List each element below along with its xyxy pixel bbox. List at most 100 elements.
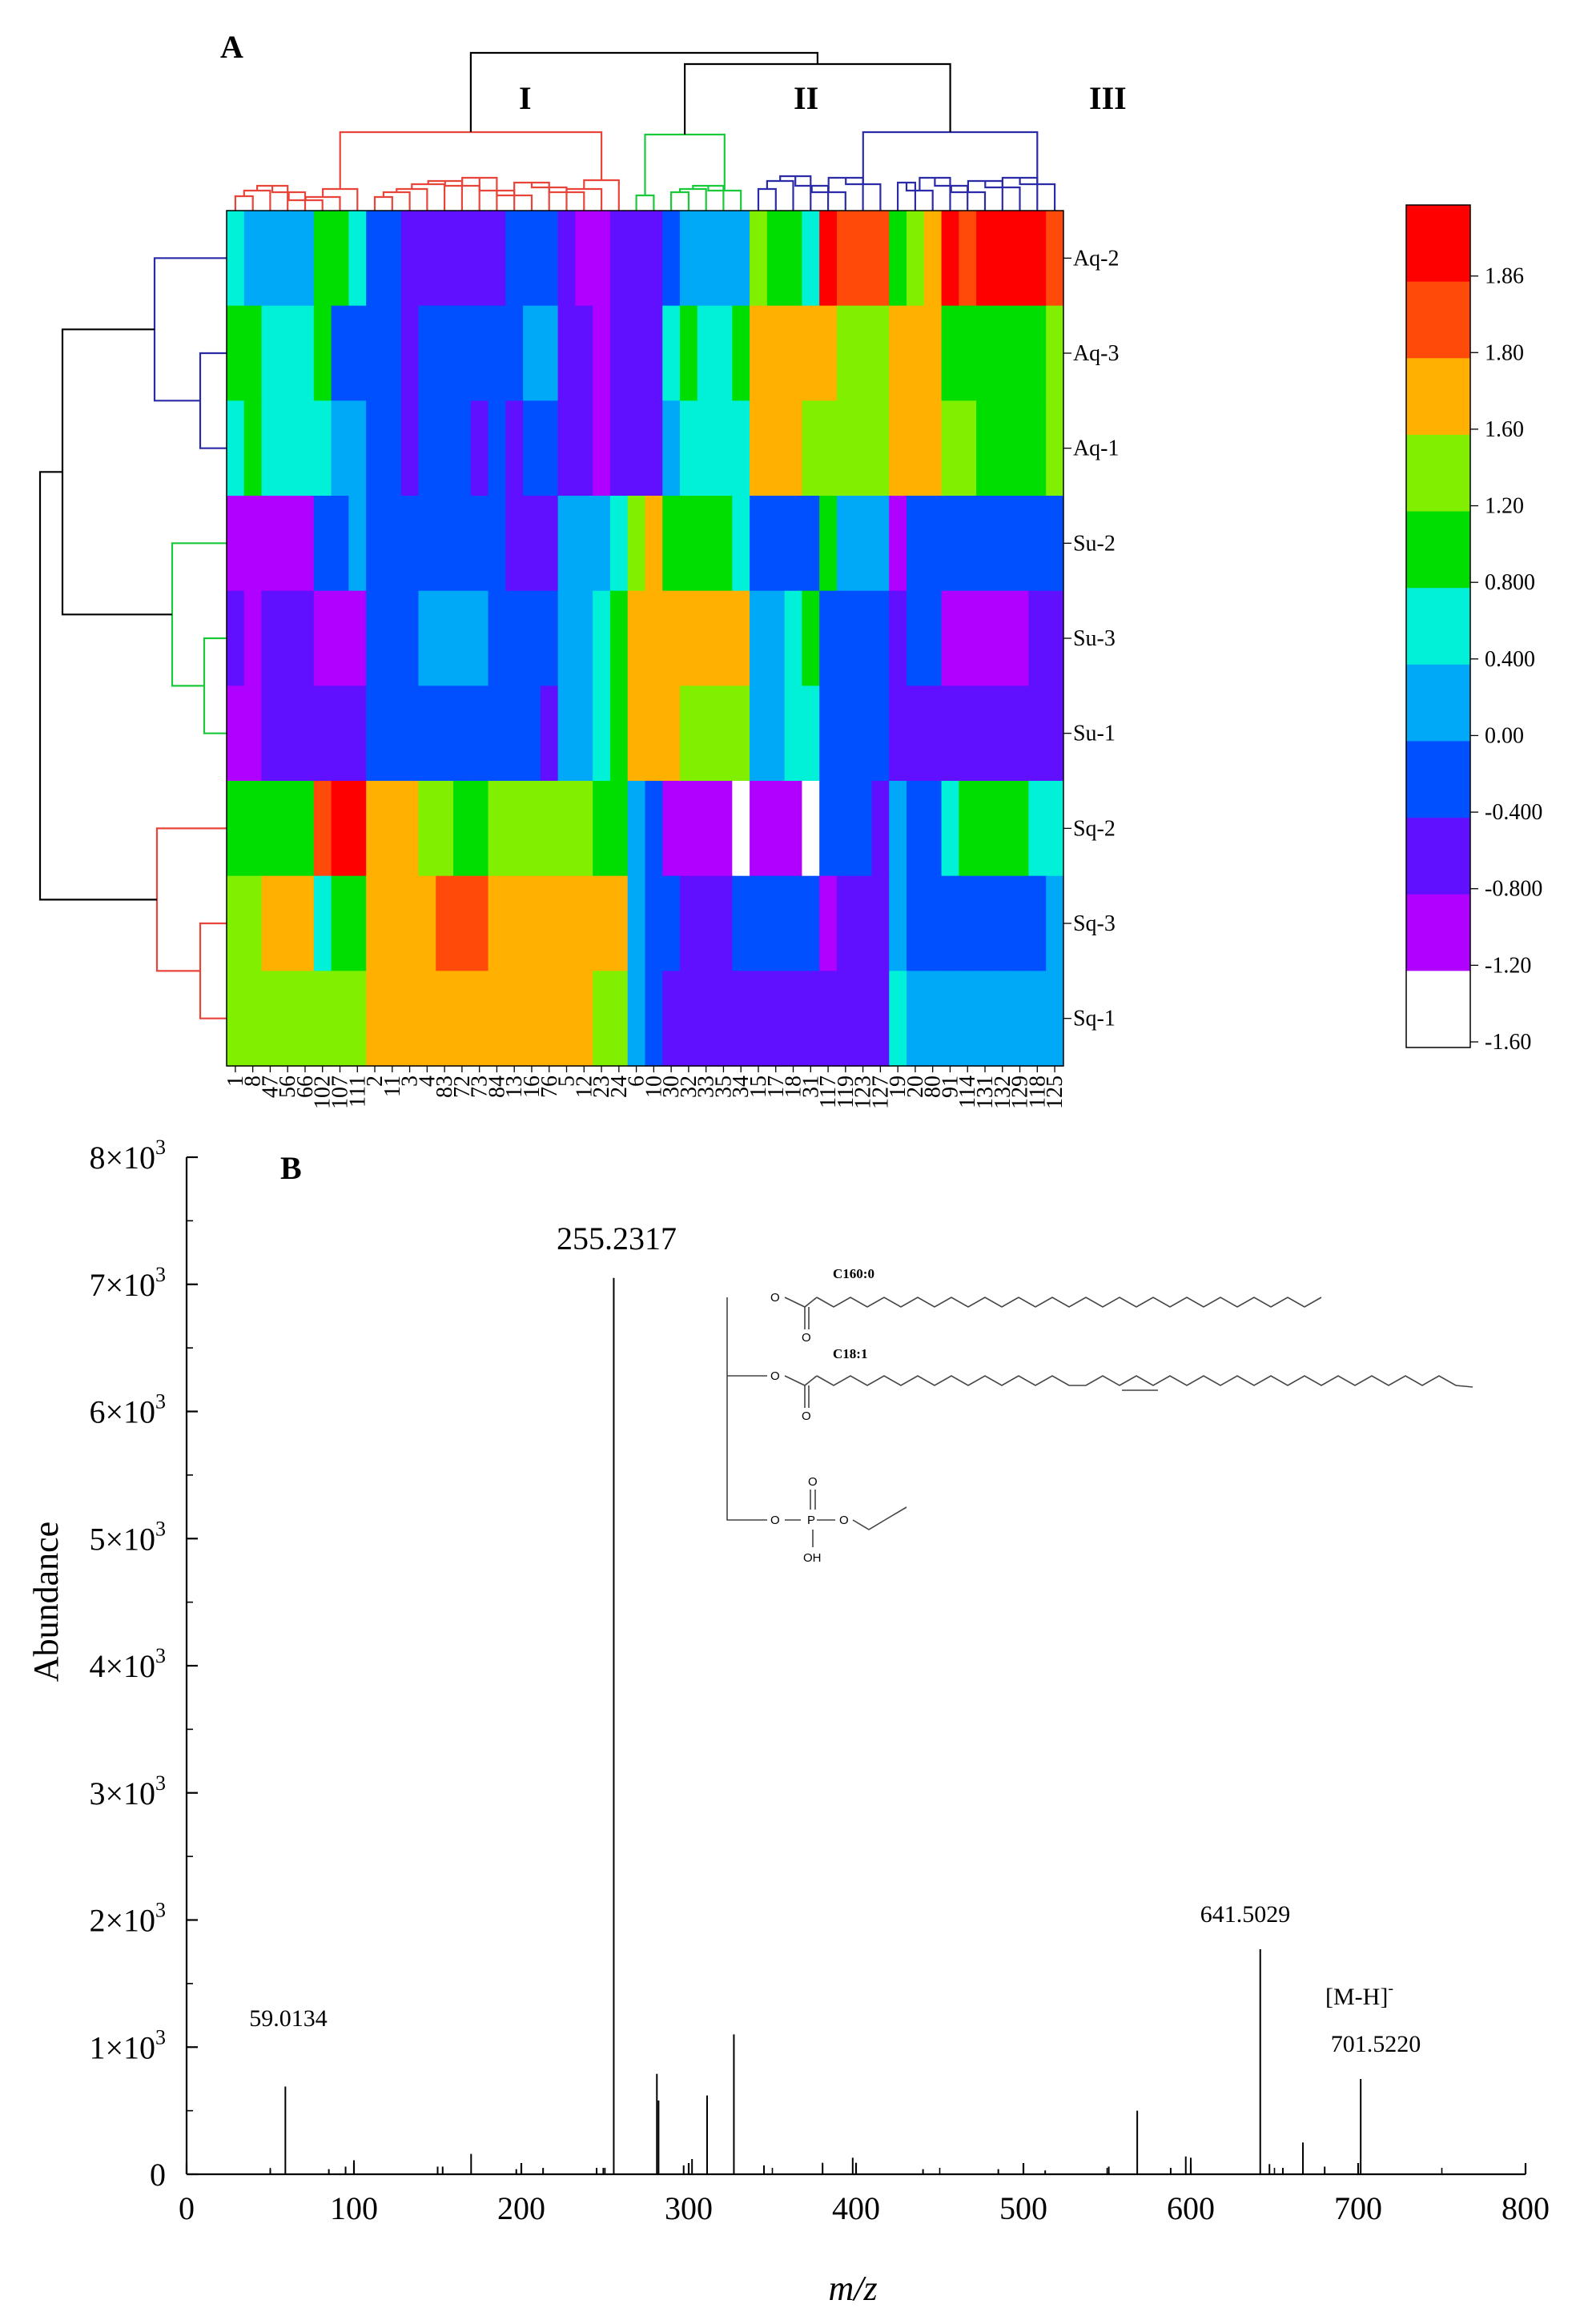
column-label: 123 <box>851 1076 876 1109</box>
phosphorus: P <box>807 1514 815 1527</box>
column-label: 47 <box>258 1076 283 1098</box>
heatmap-cell <box>627 211 646 307</box>
heatmap-cell <box>871 400 890 497</box>
heatmap-cell <box>766 496 786 592</box>
heatmap-cell <box>575 211 593 307</box>
heatmap-cell <box>941 590 959 686</box>
dendrograms <box>38 51 1056 1019</box>
heatmap-cell <box>889 686 907 782</box>
heatmap-cell <box>923 305 943 401</box>
heatmap-cell <box>575 496 593 592</box>
heatmap-cell <box>680 781 698 877</box>
heatmap-cell <box>227 971 245 1067</box>
heatmap-cell <box>907 590 925 686</box>
heatmap-cell <box>609 686 629 782</box>
heatmap-cell <box>959 781 977 877</box>
heatmap-cell <box>697 211 716 307</box>
heatmap-cell <box>418 211 436 307</box>
legend-swatch <box>1406 281 1470 359</box>
legend-swatch <box>1406 741 1470 818</box>
heatmap-cell <box>453 686 472 782</box>
heatmap-cell <box>836 211 855 307</box>
heatmap-cell <box>836 496 855 592</box>
peak-label-641: 641.5029 <box>1200 1901 1291 1928</box>
y-tick-exponent: 3 <box>155 1390 166 1413</box>
heatmap-cell <box>575 400 593 497</box>
legend-swatch <box>1406 511 1470 589</box>
column-label: 10 <box>641 1076 666 1098</box>
y-tick-label: 2×103 <box>89 1899 166 1939</box>
heatmap-cell <box>540 686 559 782</box>
heatmap-cell <box>227 590 245 686</box>
heatmap-cell <box>907 875 925 971</box>
heatmap-cell <box>609 781 629 877</box>
row-label: Sq-3 <box>1073 911 1116 936</box>
heatmap-cell <box>261 590 279 686</box>
heatmap-cell <box>453 971 472 1067</box>
y-tick-exponent: 3 <box>155 1136 166 1159</box>
dendrogram-branch <box>635 194 655 211</box>
heatmap-cell <box>627 496 646 592</box>
heatmap-cell <box>1011 211 1030 307</box>
heatmap-cell <box>784 781 803 877</box>
heatmap-cell <box>593 781 611 877</box>
column-label: 117 <box>816 1076 841 1108</box>
heatmap-cell <box>714 875 733 971</box>
heatmap-cell <box>609 971 629 1067</box>
heatmap-cell <box>993 400 1012 497</box>
heatmap-cell <box>714 781 733 877</box>
heatmap-cell <box>383 875 402 971</box>
heatmap-cell <box>750 971 768 1067</box>
heatmap-cell <box>348 400 367 497</box>
heatmap-cell <box>802 400 820 497</box>
heatmap-cell <box>279 590 297 686</box>
heatmap-cell <box>261 781 279 877</box>
heatmap-cell <box>1028 590 1047 686</box>
heatmap-cell <box>802 305 820 401</box>
dendrogram-branch <box>382 191 411 211</box>
heatmap-cell <box>331 590 349 686</box>
heatmap-cell <box>750 686 768 782</box>
heatmap-cell <box>418 496 436 592</box>
heatmap-cell <box>732 875 750 971</box>
heatmap-cell <box>348 211 367 307</box>
ester-1 <box>784 1297 818 1329</box>
legend-tick-label: -1.20 <box>1485 953 1531 978</box>
legend-tick-label: 1.20 <box>1485 494 1524 519</box>
heatmap-cell <box>331 305 349 401</box>
dendrogram-branch <box>203 637 227 734</box>
heatmap-cell <box>227 496 245 592</box>
heatmap-cell <box>331 686 349 782</box>
heatmap-cell <box>923 686 943 782</box>
heatmap-cell <box>819 400 838 497</box>
column-label: 131 <box>973 1076 998 1109</box>
heatmap-cell <box>976 971 995 1067</box>
heatmap-cell <box>941 305 959 401</box>
heatmap-cell <box>227 686 245 782</box>
heatmap-cell <box>348 971 367 1067</box>
glycerol-backbone <box>726 1297 767 1521</box>
heatmap-cell <box>470 305 489 401</box>
heatmap-cell <box>645 971 663 1067</box>
cluster-label-i: I <box>519 80 532 116</box>
legend-swatch <box>1406 434 1470 513</box>
heatmap-cell <box>662 875 681 971</box>
column-label: 16 <box>520 1076 545 1098</box>
heatmap-cell <box>732 686 750 782</box>
heatmap-cell <box>609 305 629 401</box>
heatmap-cell <box>400 590 420 686</box>
heatmap-cell <box>313 875 332 971</box>
heatmap-cell <box>296 211 315 307</box>
heatmap-cell <box>453 305 472 401</box>
column-label: 129 <box>1008 1076 1033 1109</box>
carbonyl-o-1: O <box>802 1331 811 1345</box>
heatmap-cell <box>227 781 245 877</box>
heatmap-cell <box>907 781 925 877</box>
column-label: 132 <box>991 1076 1015 1109</box>
heatmap-cell <box>959 496 977 592</box>
heatmap-cell <box>488 496 506 592</box>
column-label: 3 <box>398 1076 423 1087</box>
heatmap-cell <box>854 971 873 1067</box>
heatmap-cell <box>1028 496 1047 592</box>
